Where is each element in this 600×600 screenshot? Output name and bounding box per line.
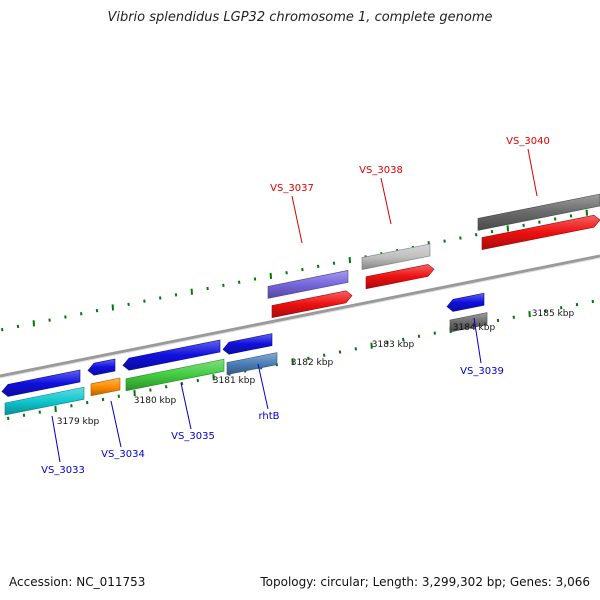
gene-label-VS_3038[interactable]: VS_3038 <box>359 165 403 176</box>
tick-label: 3181 kbp <box>213 376 256 386</box>
feature-VS_3033-gene[interactable] <box>4 386 85 416</box>
gene-label-VS_3037[interactable]: VS_3037 <box>270 183 314 194</box>
feature-VS_3034-gene[interactable] <box>90 377 121 397</box>
position-tick-labels: 3179 kbp 3180 kbp 3181 kbp 3182 kbp 3183 kbp… <box>57 309 575 427</box>
genome-summary-text: Topology: circular; Length: 3,299,302 bp… <box>260 575 590 589</box>
tick-label: 3182 kbp <box>291 358 334 368</box>
feature-VS_3039-cds[interactable] <box>446 292 485 312</box>
map-title: Vibrio splendidus LGP32 chromosome 1, co… <box>107 10 493 25</box>
gene-label-VS_3039[interactable]: VS_3039 <box>460 366 504 377</box>
label-leader-lines <box>51 148 538 463</box>
leader-line-VS_3034 <box>110 400 122 448</box>
gene-labels[interactable]: VS_3033 VS_3034 VS_3035 rhtB VS_3037 VS_3038 V… <box>41 136 550 476</box>
feature-VS_3037-cds[interactable] <box>271 290 353 318</box>
backbone-line <box>0 254 600 378</box>
tick-label: 3179 kbp <box>57 417 100 427</box>
leader-line-VS_3033 <box>51 415 61 463</box>
gene-label-VS_3035[interactable]: VS_3035 <box>171 431 215 442</box>
tick-label: 3185 kbp <box>532 309 575 319</box>
gene-label-rhtB[interactable]: rhtB <box>258 411 279 422</box>
leader-line-VS_3039 <box>473 317 482 364</box>
feature-VS_3037-gene[interactable] <box>267 270 349 299</box>
backbone-highlight <box>0 257 600 379</box>
feature-VS_3035-cds[interactable] <box>122 339 221 371</box>
feature-VS_3040-cds[interactable] <box>481 214 600 250</box>
outer-tick-marks <box>1 209 588 332</box>
feature-VS_3035-gene[interactable] <box>125 358 225 392</box>
feature-VS_3040-gene[interactable] <box>477 193 600 231</box>
feature-VS_3039-gene[interactable] <box>449 312 488 333</box>
feature-rhtB-cds[interactable] <box>222 333 273 355</box>
leader-line-VS_3035 <box>180 382 192 430</box>
leader-line-VS_3037 <box>291 195 303 244</box>
feature-VS_3034-cds[interactable] <box>87 358 116 376</box>
leader-line-VS_3040 <box>527 148 538 197</box>
feature-VS_3038-gene[interactable] <box>361 243 431 270</box>
leader-line-rhtB <box>257 363 269 410</box>
gene-label-VS_3040[interactable]: VS_3040 <box>506 136 550 147</box>
feature-VS_3038-cds[interactable] <box>365 264 435 290</box>
feature-rhtB-gene[interactable] <box>226 352 278 375</box>
gene-features[interactable] <box>1 193 600 416</box>
leader-line-VS_3038 <box>380 177 392 225</box>
tick-label: 3183 kbp <box>372 340 415 350</box>
tick-label: 3180 kbp <box>134 396 177 406</box>
feature-VS_3033-cds[interactable] <box>1 369 81 397</box>
gene-label-VS_3033[interactable]: VS_3033 <box>41 465 85 476</box>
tick-label: 3184 kbp <box>453 323 496 333</box>
genome-backbone <box>0 254 600 379</box>
gene-label-VS_3034[interactable]: VS_3034 <box>101 449 145 460</box>
accession-text: Accession: NC_011753 <box>9 575 146 589</box>
